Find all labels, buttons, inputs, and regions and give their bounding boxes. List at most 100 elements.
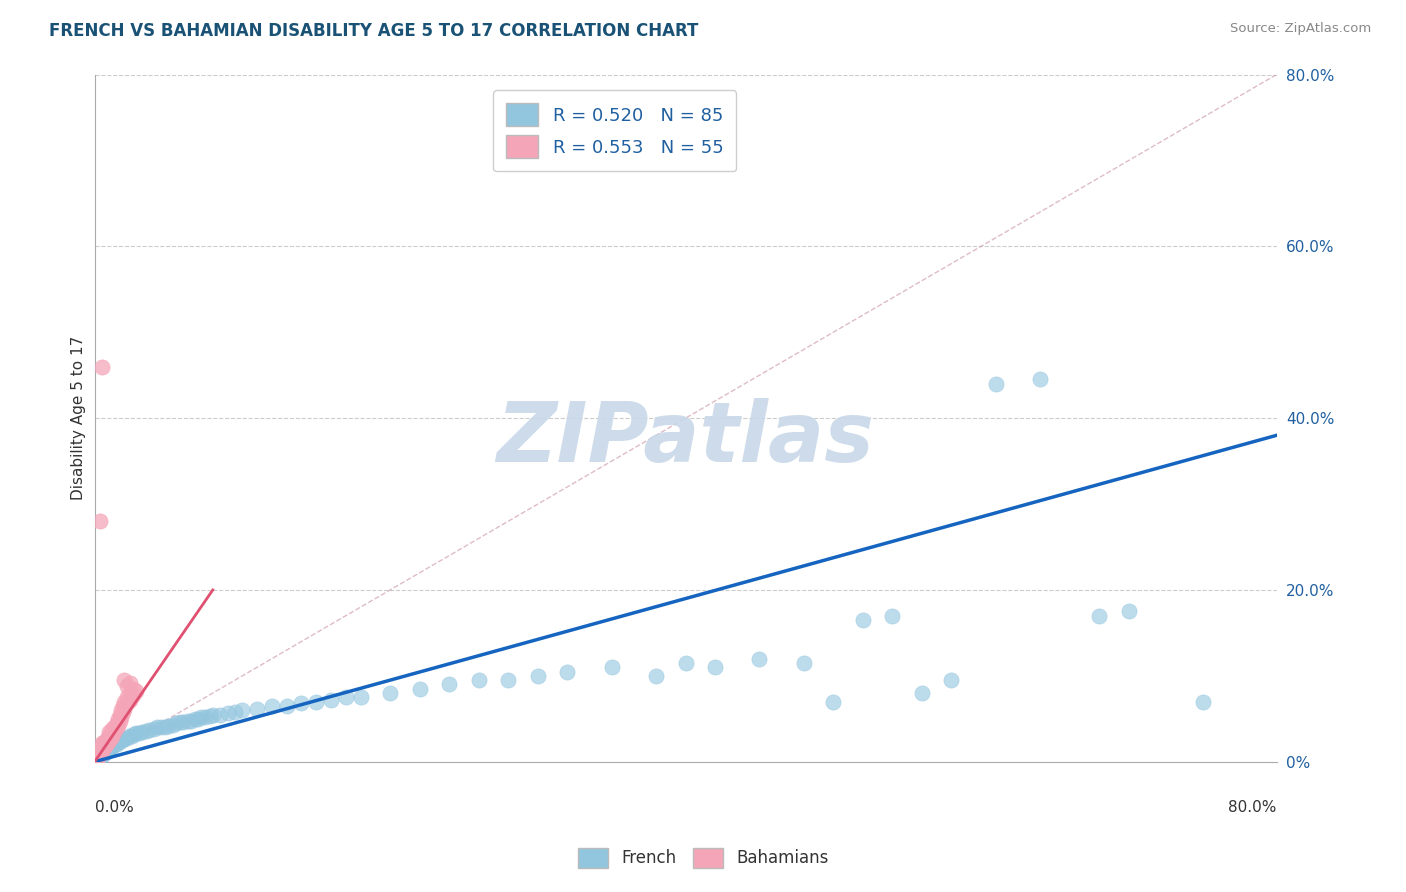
Point: [101, 739, 124, 754]
Point: [103, 720, 125, 734]
Point: [103, 738, 125, 752]
Text: 0.0%: 0.0%: [94, 799, 134, 814]
Point: [105, 737, 128, 751]
Point: [198, 709, 221, 723]
Point: [882, 608, 904, 623]
Point: [86, 747, 108, 762]
Point: [131, 724, 153, 739]
Point: [194, 710, 217, 724]
Point: [112, 695, 135, 709]
Point: [201, 707, 224, 722]
Point: [107, 735, 129, 749]
Point: [87, 748, 110, 763]
Point: [852, 613, 875, 627]
Point: [150, 720, 173, 734]
Text: FRENCH VS BAHAMIAN DISABILITY AGE 5 TO 17 CORRELATION CHART: FRENCH VS BAHAMIAN DISABILITY AGE 5 TO 1…: [49, 22, 699, 40]
Point: [172, 715, 194, 730]
Point: [231, 703, 253, 717]
Point: [319, 693, 342, 707]
Point: [91, 739, 114, 754]
Point: [437, 677, 460, 691]
Point: [115, 690, 138, 705]
Point: [104, 736, 127, 750]
Point: [100, 731, 122, 745]
Point: [118, 675, 141, 690]
Point: [91, 744, 114, 758]
Point: [94, 736, 117, 750]
Point: [138, 723, 160, 737]
Text: 80.0%: 80.0%: [1229, 799, 1277, 814]
Point: [155, 720, 177, 734]
Point: [290, 697, 312, 711]
Point: [162, 718, 184, 732]
Point: [600, 660, 623, 674]
Point: [96, 733, 118, 747]
Point: [103, 724, 125, 739]
Point: [1118, 604, 1140, 618]
Point: [89, 741, 111, 756]
Point: [157, 719, 180, 733]
Point: [111, 705, 134, 719]
Point: [467, 673, 489, 688]
Point: [823, 695, 845, 709]
Point: [984, 376, 1007, 391]
Point: [89, 514, 111, 528]
Point: [1191, 695, 1213, 709]
Point: [748, 651, 770, 665]
Point: [112, 731, 135, 746]
Point: [91, 736, 114, 750]
Point: [115, 679, 138, 693]
Point: [169, 715, 191, 730]
Point: [86, 750, 108, 764]
Point: [941, 673, 963, 688]
Point: [104, 722, 127, 736]
Point: [110, 703, 132, 717]
Point: [260, 698, 283, 713]
Point: [217, 706, 239, 720]
Point: [94, 739, 117, 754]
Point: [96, 742, 118, 756]
Point: [105, 734, 128, 748]
Text: Source: ZipAtlas.com: Source: ZipAtlas.com: [1230, 22, 1371, 36]
Point: [91, 746, 114, 760]
Point: [135, 723, 157, 738]
Point: [117, 729, 139, 743]
Point: [89, 746, 111, 760]
Point: [96, 745, 118, 759]
Point: [98, 733, 121, 747]
Point: [100, 741, 122, 756]
Point: [94, 743, 117, 757]
Point: [118, 693, 141, 707]
Point: [108, 733, 131, 747]
Point: [165, 716, 187, 731]
Point: [108, 714, 131, 728]
Point: [93, 736, 115, 750]
Point: [98, 742, 121, 756]
Point: [246, 701, 269, 715]
Point: [86, 750, 108, 764]
Point: [276, 698, 298, 713]
Point: [110, 710, 132, 724]
Point: [97, 731, 120, 745]
Point: [89, 743, 111, 757]
Point: [209, 707, 232, 722]
Point: [305, 695, 328, 709]
Point: [93, 744, 115, 758]
Point: [1029, 372, 1052, 386]
Point: [1088, 608, 1111, 623]
Point: [224, 705, 246, 719]
Point: [108, 707, 131, 722]
Point: [911, 686, 934, 700]
Point: [87, 743, 110, 757]
Point: [111, 698, 134, 713]
Point: [142, 722, 165, 736]
Point: [107, 712, 129, 726]
Point: [110, 734, 132, 748]
Point: [89, 749, 111, 764]
Point: [94, 746, 117, 760]
Point: [557, 665, 579, 679]
Point: [107, 718, 129, 732]
Point: [100, 726, 122, 740]
Text: ZIPatlas: ZIPatlas: [496, 398, 875, 479]
Point: [180, 714, 202, 728]
